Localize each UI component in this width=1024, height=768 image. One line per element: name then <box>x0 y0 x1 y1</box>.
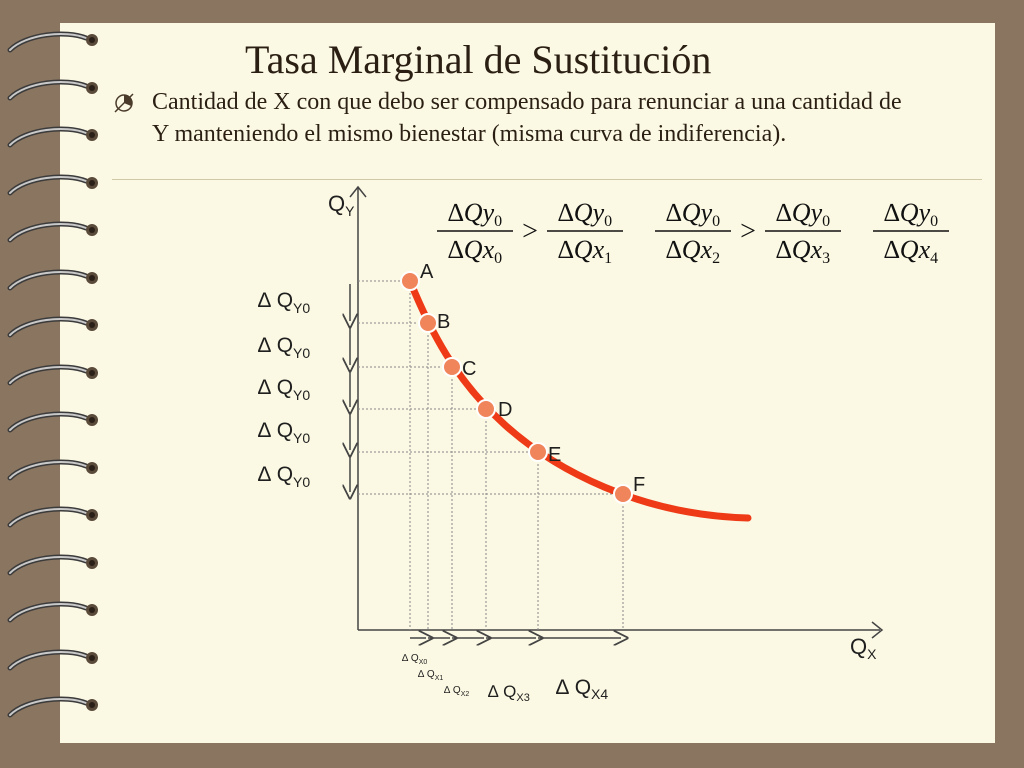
svg-text:∆Qx0: ∆Qx0 <box>448 235 502 267</box>
curve-point <box>400 271 420 291</box>
svg-text:∆Qy0: ∆Qy0 <box>666 198 720 230</box>
indifference-curve <box>406 277 752 522</box>
delta-x-label: ∆ QX0 <box>402 653 427 666</box>
spiral-ring-icon <box>7 459 98 480</box>
delta-y-labels: ∆ QY0 ∆ QY0 ∆ QY0 ∆ QY0 ∆ QY0 <box>258 289 310 490</box>
x-axis-arrow-icon <box>871 621 884 639</box>
spiral-ring-icon <box>7 364 98 385</box>
curve-point <box>613 484 633 504</box>
spiral-ring-icon <box>7 506 98 528</box>
spiral-ring-icon <box>7 411 98 433</box>
greater-than-sign: > <box>740 216 756 247</box>
formula-fraction: ∆Qy0 ∆Qx3 <box>765 198 841 267</box>
delta-y-label: ∆ QY0 <box>258 334 310 361</box>
svg-text:∆Qx3: ∆Qx3 <box>776 235 830 267</box>
formula-fraction: ∆Qy0 ∆Qx4 <box>873 198 949 267</box>
spiral-ring-icon <box>7 126 98 148</box>
x-axis-label: QX <box>850 634 877 662</box>
point-label: A <box>420 261 434 283</box>
spiral-ring-icon <box>7 316 98 338</box>
separator-line <box>112 179 982 180</box>
point-label: E <box>548 444 561 466</box>
chart-bullet-icon <box>114 93 134 113</box>
curve-point <box>476 399 496 419</box>
point-label: F <box>633 474 645 496</box>
curve-points: A B CD E F <box>400 261 645 504</box>
y-axis-arrow-icon <box>349 185 367 198</box>
point-label: D <box>498 399 512 421</box>
notebook-page <box>60 23 995 743</box>
point-label: C <box>462 358 476 380</box>
spiral-ring-icon <box>7 174 98 195</box>
formula-fraction: ∆Qy0 ∆Qx1 <box>547 198 623 267</box>
y-axis-label: QY <box>328 191 355 219</box>
delta-x-label: ∆ QX1 <box>418 669 443 682</box>
mrs-formula: ∆Qy0∆Qx0>∆Qy0∆Qx1∆Qy0∆Qx2>∆Qy0∆Qx3∆Qy0∆Q… <box>437 198 949 267</box>
svg-text:∆Qx1: ∆Qx1 <box>558 235 612 267</box>
spiral-ring-icon <box>7 79 98 100</box>
delta-x-labels: ∆ QX0 ∆ QX1∆ QX2 ∆ QX3 ∆ QX4 <box>402 653 608 704</box>
spiral-ring-icon <box>7 31 98 53</box>
formula-fraction: ∆Qy0 ∆Qx2 <box>655 198 731 267</box>
spiral-ring-icon <box>7 649 98 670</box>
svg-text:∆Qx2: ∆Qx2 <box>666 235 720 267</box>
dotted-guides <box>358 280 624 630</box>
svg-text:∆Qy0: ∆Qy0 <box>558 198 612 230</box>
curve-point <box>442 357 462 377</box>
svg-text:∆Qy0: ∆Qy0 <box>884 198 938 230</box>
delta-y-label: ∆ QY0 <box>258 419 310 446</box>
svg-text:∆Qx4: ∆Qx4 <box>884 235 938 267</box>
delta-y-label: ∆ QY0 <box>258 289 310 316</box>
bullet-text: Cantidad de X con que debo ser compensad… <box>152 89 902 147</box>
curve-point <box>418 313 438 333</box>
delta-x-label: ∆ QX3 <box>488 682 530 704</box>
greater-than-sign: > <box>522 216 538 247</box>
spiral-ring-icon <box>7 696 98 718</box>
spiral-ring-icon <box>7 269 98 290</box>
svg-text:∆Qy0: ∆Qy0 <box>448 198 502 230</box>
spiral-ring-icon <box>7 554 98 575</box>
svg-text:∆Qy0: ∆Qy0 <box>776 198 830 230</box>
curve-point <box>528 442 548 462</box>
formula-fraction: ∆Qy0 ∆Qx0 <box>437 198 513 267</box>
delta-y-label: ∆ QY0 <box>258 463 310 490</box>
delta-y-label: ∆ QY0 <box>258 376 310 403</box>
delta-x-label: ∆ QX4 <box>556 676 608 702</box>
slide-title: Tasa Marginal de Sustitución <box>245 37 712 82</box>
point-label: B <box>437 311 450 333</box>
spiral-ring-icon <box>7 601 98 623</box>
spiral-ring-icon <box>7 221 98 243</box>
delta-x-label: ∆ QX2 <box>444 685 469 698</box>
